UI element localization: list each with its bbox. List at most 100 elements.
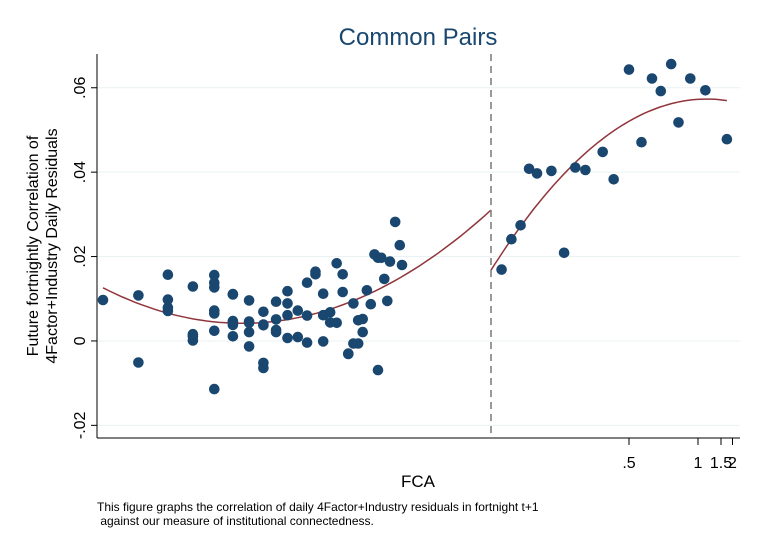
data-point <box>337 286 349 298</box>
data-point <box>209 282 220 293</box>
data-point <box>365 298 377 310</box>
data-point <box>243 317 255 329</box>
data-point <box>376 252 387 264</box>
data-point <box>209 308 220 319</box>
data-point <box>523 163 535 175</box>
data-point <box>243 326 255 338</box>
data-point <box>558 247 570 259</box>
data-point <box>317 288 329 300</box>
data-point <box>506 233 517 245</box>
gridlines <box>97 87 740 426</box>
fit-line-right <box>490 98 727 271</box>
data-point <box>372 364 384 376</box>
data-point <box>384 256 396 267</box>
data-point <box>187 328 199 340</box>
y-tick-label: -.02 <box>72 411 89 439</box>
data-point <box>227 288 239 300</box>
data-point <box>655 85 667 97</box>
chart-title: Common Pairs <box>339 24 498 51</box>
data-point <box>636 136 647 148</box>
data-point <box>282 332 293 344</box>
data-point <box>337 269 349 280</box>
data-point <box>496 264 507 275</box>
figure-caption: This figure graphs the correlation of da… <box>97 500 737 528</box>
data-point <box>721 133 733 145</box>
data-point <box>379 273 390 285</box>
data-point <box>282 309 293 321</box>
data-point <box>227 331 239 342</box>
data-point <box>270 324 282 336</box>
data-point <box>162 294 174 305</box>
data-point <box>209 383 220 395</box>
data-point <box>258 306 269 318</box>
data-point <box>546 165 557 177</box>
data-point <box>352 338 364 349</box>
data-points <box>97 58 733 395</box>
data-point <box>608 174 619 185</box>
data-point <box>270 314 282 325</box>
data-point <box>394 239 406 251</box>
y-tick-label: .02 <box>72 245 89 267</box>
data-point <box>665 58 677 70</box>
data-point <box>646 73 658 84</box>
data-point <box>187 281 199 292</box>
data-point <box>133 357 144 368</box>
data-point <box>258 362 269 374</box>
data-point <box>227 319 239 331</box>
y-tick-label: 0 <box>72 336 89 345</box>
data-point <box>292 331 304 343</box>
data-point <box>301 277 313 289</box>
x-axis-label: FCA <box>401 472 436 491</box>
data-point <box>673 117 684 128</box>
y-axis-label-line-1: Future fortnightly Correlation of <box>25 135 42 356</box>
data-point <box>570 162 581 173</box>
x-tick-label: 1.5 <box>710 455 732 472</box>
data-point <box>209 325 220 337</box>
data-point <box>317 336 329 347</box>
data-point <box>270 296 282 308</box>
data-point <box>623 64 635 75</box>
y-tick-label: .06 <box>72 77 89 99</box>
data-point <box>348 298 359 309</box>
x-tick-label: 1 <box>694 455 703 472</box>
data-point <box>361 285 373 296</box>
y-axis-label-line-2: 4Factor+Industry Daily Residuals <box>44 128 61 363</box>
data-point <box>324 307 336 318</box>
data-point <box>282 285 293 297</box>
data-point <box>243 341 255 352</box>
y-tick-label: .04 <box>72 161 89 183</box>
data-point <box>382 295 393 307</box>
axes <box>96 54 740 439</box>
data-point <box>331 317 343 329</box>
data-point <box>133 290 144 301</box>
data-point <box>531 168 543 179</box>
data-point <box>301 337 313 348</box>
data-point <box>310 269 321 280</box>
data-point <box>357 326 369 338</box>
data-point <box>331 258 343 269</box>
y-axis-ticks: -.02 0 .02 .04 .06 <box>72 77 97 439</box>
x-axis-ticks: .5 1 1.52 <box>622 438 737 472</box>
data-point <box>389 216 401 228</box>
data-point <box>282 298 293 309</box>
data-point <box>396 259 408 271</box>
chart-background <box>0 0 760 500</box>
data-point <box>162 269 174 281</box>
y-axis-label: Future fortnightly Correlation of 4Facto… <box>25 128 61 363</box>
data-point <box>515 220 526 231</box>
data-point <box>209 269 220 281</box>
x-tick-label: .5 <box>622 455 635 472</box>
data-point <box>343 348 354 359</box>
data-point <box>685 73 696 84</box>
data-point <box>700 85 711 96</box>
data-point <box>292 305 304 316</box>
x-tick-label: 2 <box>728 455 737 472</box>
chart: -.020.02.04.06 .5 1 1.52 Common Pairs FCA … <box>0 0 760 500</box>
data-point <box>301 310 313 321</box>
data-point <box>243 295 255 306</box>
data-point <box>357 313 369 325</box>
caption-line-2: against our measure of institutional con… <box>97 514 374 528</box>
data-point <box>162 302 174 313</box>
data-point <box>580 164 591 176</box>
caption-line-1: This figure graphs the correlation of da… <box>97 500 539 514</box>
